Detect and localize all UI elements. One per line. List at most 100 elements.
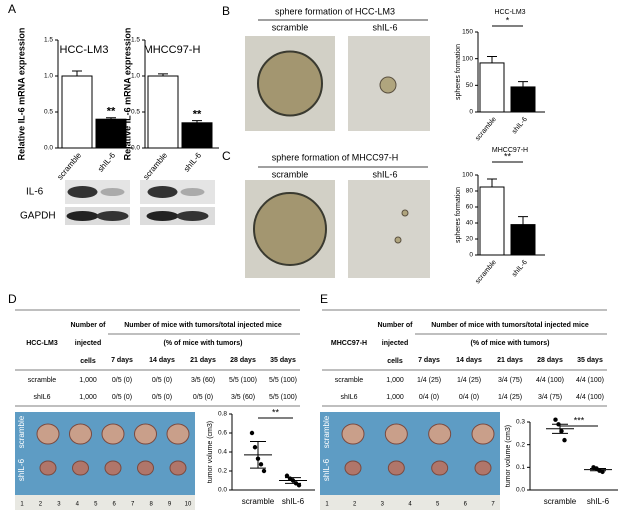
ruler-number: 2 bbox=[353, 502, 357, 508]
tumor bbox=[428, 423, 452, 445]
tumor bbox=[344, 460, 362, 476]
point bbox=[261, 468, 267, 474]
tumor bbox=[341, 423, 365, 445]
point bbox=[296, 483, 302, 488]
ruler-number: 1 bbox=[325, 502, 329, 508]
table-cell: 1,000 bbox=[386, 394, 404, 401]
sphere bbox=[253, 192, 327, 266]
table-cell: 3/4 (75) bbox=[498, 377, 522, 384]
ruler-number: 9 bbox=[168, 502, 172, 508]
ruler-number: 10 bbox=[185, 502, 192, 508]
y-tick-label: 0.8 bbox=[218, 411, 227, 418]
ruler-number: 6 bbox=[113, 502, 117, 508]
error-bar bbox=[250, 441, 266, 469]
band bbox=[66, 211, 99, 221]
table-corner: HCC-LM3 bbox=[26, 340, 58, 347]
table-header: Number of bbox=[378, 322, 414, 329]
chart-title: HCC-LM3 bbox=[494, 9, 525, 16]
column-label: shIL-6 bbox=[372, 22, 397, 32]
ruler-number: 2 bbox=[39, 502, 43, 508]
table-cell: 0/4 (0) bbox=[459, 394, 479, 401]
x-tick-label: shIL-6 bbox=[511, 116, 529, 135]
table-cell: 4/4 (100) bbox=[576, 377, 604, 384]
error-bar bbox=[487, 56, 497, 63]
y-tick-label: 0.5 bbox=[44, 109, 53, 116]
tumor bbox=[387, 460, 405, 476]
y-label: Relative IL-6 mRNA expression bbox=[16, 28, 26, 161]
annotation: ** bbox=[272, 407, 280, 417]
table-header: 35 days bbox=[577, 357, 603, 364]
table-cell: shIL6 bbox=[33, 394, 50, 401]
table-header: 35 days bbox=[270, 357, 296, 364]
ruler-number: 7 bbox=[491, 502, 495, 508]
y-tick-label: 1.5 bbox=[44, 37, 53, 44]
table-cell: 0/5 (0) bbox=[112, 377, 132, 384]
panel-label: B bbox=[222, 4, 230, 18]
point bbox=[249, 430, 255, 436]
tumor bbox=[166, 423, 190, 445]
y-tick-label: 1.0 bbox=[131, 73, 140, 80]
sphere-title: sphere formation of HCC-LM3 bbox=[275, 6, 395, 16]
panel-label: D bbox=[8, 292, 17, 306]
error-bar bbox=[285, 477, 301, 484]
y-tick-label: 0.2 bbox=[516, 441, 525, 448]
annotation: ** bbox=[193, 109, 202, 121]
x-tick-label: scramble bbox=[544, 497, 577, 506]
point bbox=[562, 437, 567, 443]
y-label: spheres formation bbox=[455, 44, 462, 100]
x-tick-label: shIL-6 bbox=[282, 497, 305, 506]
bar bbox=[479, 186, 505, 256]
table-cell: 3/5 (60) bbox=[231, 394, 255, 401]
point bbox=[258, 462, 264, 467]
table-cell: 0/5 (0) bbox=[152, 394, 172, 401]
table-cell: 1,000 bbox=[79, 394, 97, 401]
bar bbox=[510, 86, 536, 113]
table-header: injected bbox=[75, 340, 101, 347]
y-tick-label: 80 bbox=[466, 188, 474, 195]
y-tick-label: 20 bbox=[466, 236, 474, 243]
bar bbox=[95, 118, 127, 149]
bar bbox=[510, 224, 536, 256]
tumor bbox=[104, 460, 122, 476]
ruler-number: 7 bbox=[131, 502, 135, 508]
row-label: scramble bbox=[322, 415, 331, 448]
table-header: Number of mice with tumors/total injecte… bbox=[431, 322, 589, 329]
y-tick-label: 0.6 bbox=[218, 430, 227, 437]
point bbox=[553, 417, 558, 422]
ruler-number: 5 bbox=[94, 502, 98, 508]
x-tick-label: shIL-6 bbox=[96, 150, 118, 173]
x-tick-label: scramble bbox=[141, 150, 169, 181]
y-tick-label: 1.5 bbox=[131, 37, 140, 44]
table-header: 28 days bbox=[230, 357, 256, 364]
y-tick-label: 0.5 bbox=[131, 109, 140, 116]
table-corner: MHCC97-H bbox=[331, 340, 367, 347]
table-cell: 4/4 (100) bbox=[576, 394, 604, 401]
table-cell: 5/5 (100) bbox=[229, 377, 257, 384]
error-bar bbox=[487, 178, 497, 187]
band bbox=[176, 211, 209, 221]
y-tick-label: 40 bbox=[466, 220, 474, 227]
tumor bbox=[474, 460, 492, 476]
ruler-number: 8 bbox=[149, 502, 153, 508]
bar bbox=[181, 122, 213, 149]
ruler-number: 5 bbox=[436, 502, 440, 508]
y-tick-label: 0.1 bbox=[516, 464, 525, 471]
band bbox=[180, 188, 205, 196]
ruler-number: 6 bbox=[464, 502, 468, 508]
sphere-title: sphere formation of MHCC97-H bbox=[272, 152, 399, 162]
y-tick-label: 0.3 bbox=[516, 419, 525, 426]
column-label: shIL-6 bbox=[372, 169, 397, 179]
ruler-number: 4 bbox=[408, 502, 412, 508]
bar bbox=[479, 62, 505, 113]
table-header: (% of mice with tumors) bbox=[164, 340, 243, 347]
annotation: *** bbox=[574, 415, 585, 425]
band bbox=[146, 211, 179, 221]
panel-label: E bbox=[320, 292, 328, 306]
band bbox=[100, 188, 125, 196]
table-header: 14 days bbox=[456, 357, 482, 364]
ruler bbox=[320, 495, 500, 510]
x-tick-label: shIL-6 bbox=[511, 259, 529, 278]
y-tick-label: 0.0 bbox=[516, 487, 525, 494]
point bbox=[284, 473, 290, 478]
